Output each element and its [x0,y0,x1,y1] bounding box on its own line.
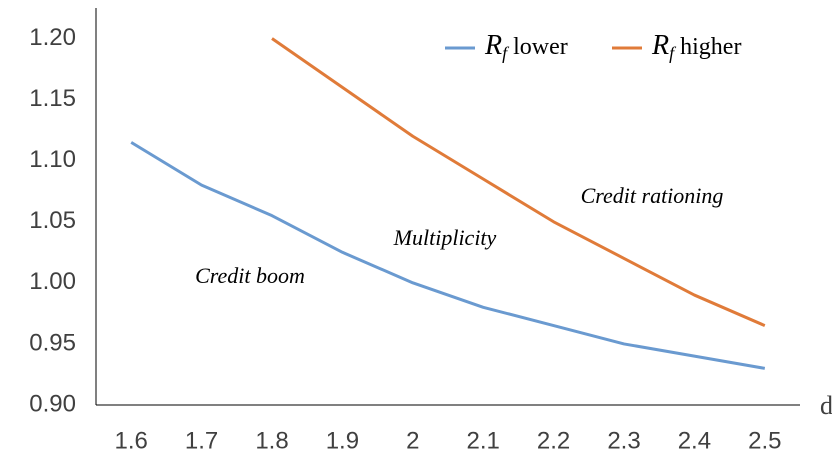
x-tick-label: 2.3 [607,427,640,454]
annotation: Credit boom [195,263,305,288]
x-tick-label: 2.5 [748,427,781,454]
x-tick-label: 1.8 [255,427,288,454]
y-tick-label: 1.20 [29,24,76,51]
x-tick-label: 2.4 [678,427,711,454]
x-tick-label: 1.9 [326,427,359,454]
x-tick-label: 1.6 [115,427,148,454]
x-axis-label: d [820,391,832,420]
x-tick-label: 2.2 [537,427,570,454]
y-tick-label: 0.90 [29,390,76,417]
x-tick-label: 1.7 [185,427,218,454]
y-tick-label: 0.95 [29,329,76,356]
legend-label: Rf lower [484,30,568,63]
annotation: Credit rationing [581,183,724,208]
legend-label: Rf higher [651,30,741,63]
x-tick-label: 2 [406,427,419,454]
y-tick-label: 1.00 [29,268,76,295]
line [130,141,766,370]
line [271,37,766,327]
y-tick-label: 1.05 [29,207,76,234]
y-tick-label: 1.15 [29,85,76,112]
annotation: Multiplicity [393,225,497,250]
x-tick-label: 2.1 [467,427,500,454]
y-tick-label: 1.10 [29,146,76,173]
